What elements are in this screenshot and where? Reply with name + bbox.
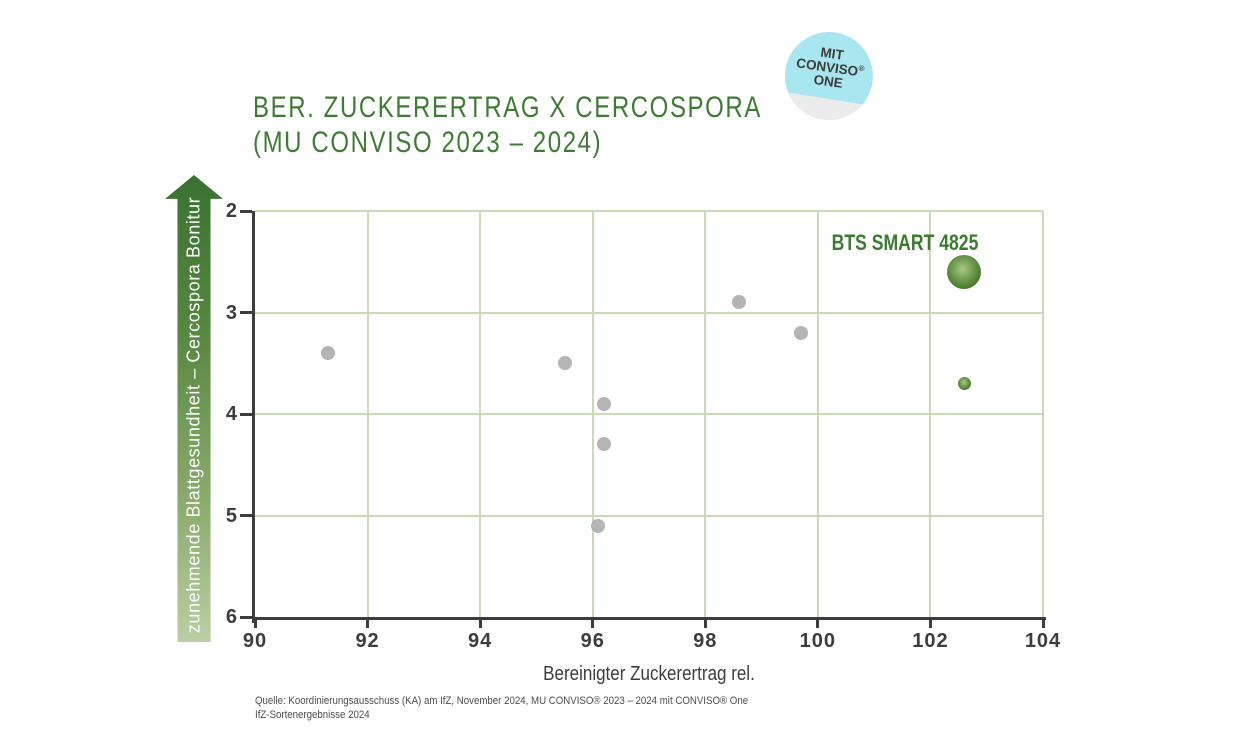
y-tick [240, 412, 252, 416]
x-tick-label: 92 [355, 630, 380, 652]
gridline-vertical [1042, 211, 1044, 617]
x-tick [928, 620, 932, 628]
x-axis-title: Bereinigter Zuckerertrag rel. [543, 663, 755, 685]
data-point-gray [321, 346, 336, 361]
gridline-horizontal [255, 210, 1043, 212]
x-axis-spine [252, 617, 1046, 620]
x-tick [478, 620, 482, 628]
bts-smart-4825-label: BTS SMART 4825 [831, 229, 979, 255]
data-point-gray [557, 356, 572, 371]
y-tick-label: 3 [225, 301, 238, 324]
x-tick-label: 96 [580, 630, 605, 652]
x-tick [253, 620, 257, 628]
registered-mark: ® [857, 63, 866, 74]
y-tick-label: 2 [225, 200, 238, 222]
data-point-gray [732, 295, 747, 310]
y-tick-label: 4 [225, 403, 238, 425]
y-tick [240, 209, 252, 213]
data-point-gray [591, 518, 606, 533]
x-tick-label: 100 [799, 630, 837, 652]
y-tick-label: 5 [225, 504, 238, 527]
y-axis-spine [252, 211, 255, 623]
badge-line-3: ONE [812, 71, 844, 91]
data-point-gray [596, 437, 611, 452]
data-point-bts-smart-4825 [947, 254, 982, 289]
chart-title-line-2: (MU CONVISO 2023 – 2024) [253, 126, 603, 159]
x-tick [1041, 620, 1045, 628]
x-tick [366, 620, 370, 628]
gridline-horizontal [255, 514, 1043, 517]
data-point-gray [793, 325, 808, 340]
chart-title-line-1: BER. ZUCKERERTRAG X CERCOSPORA [253, 91, 762, 124]
x-tick-label: 90 [242, 630, 268, 652]
x-tick-label: 94 [468, 630, 493, 652]
x-tick [816, 620, 820, 628]
chart-title: BER. ZUCKERERTRAG X CERCOSPORA (MU CONVI… [253, 90, 762, 160]
data-point-gray [596, 396, 611, 411]
y-tick [240, 311, 252, 314]
x-tick [703, 620, 707, 628]
gridline-horizontal [255, 413, 1043, 415]
source-line-1: Quelle: Koordinierungsausschuss (KA) am … [255, 695, 749, 707]
x-tick-label: 104 [1024, 630, 1062, 652]
badge-text: MIT CONVISO® ONE [785, 32, 873, 120]
gridline-horizontal [255, 311, 1043, 314]
y-tick [240, 615, 252, 619]
source-note: Quelle: Koordinierungsausschuss (KA) am … [255, 694, 748, 722]
y-tick [240, 514, 252, 517]
conviso-one-badge: MIT CONVISO® ONE [785, 32, 873, 120]
y-tick-label: 6 [225, 606, 238, 628]
source-line-2: IfZ-Sortenergebnisse 2024 [255, 709, 370, 721]
data-point-bts-smart-4825 [957, 377, 971, 391]
x-tick-label: 98 [693, 630, 718, 652]
x-tick [591, 620, 595, 628]
x-tick-label: 102 [912, 630, 949, 652]
